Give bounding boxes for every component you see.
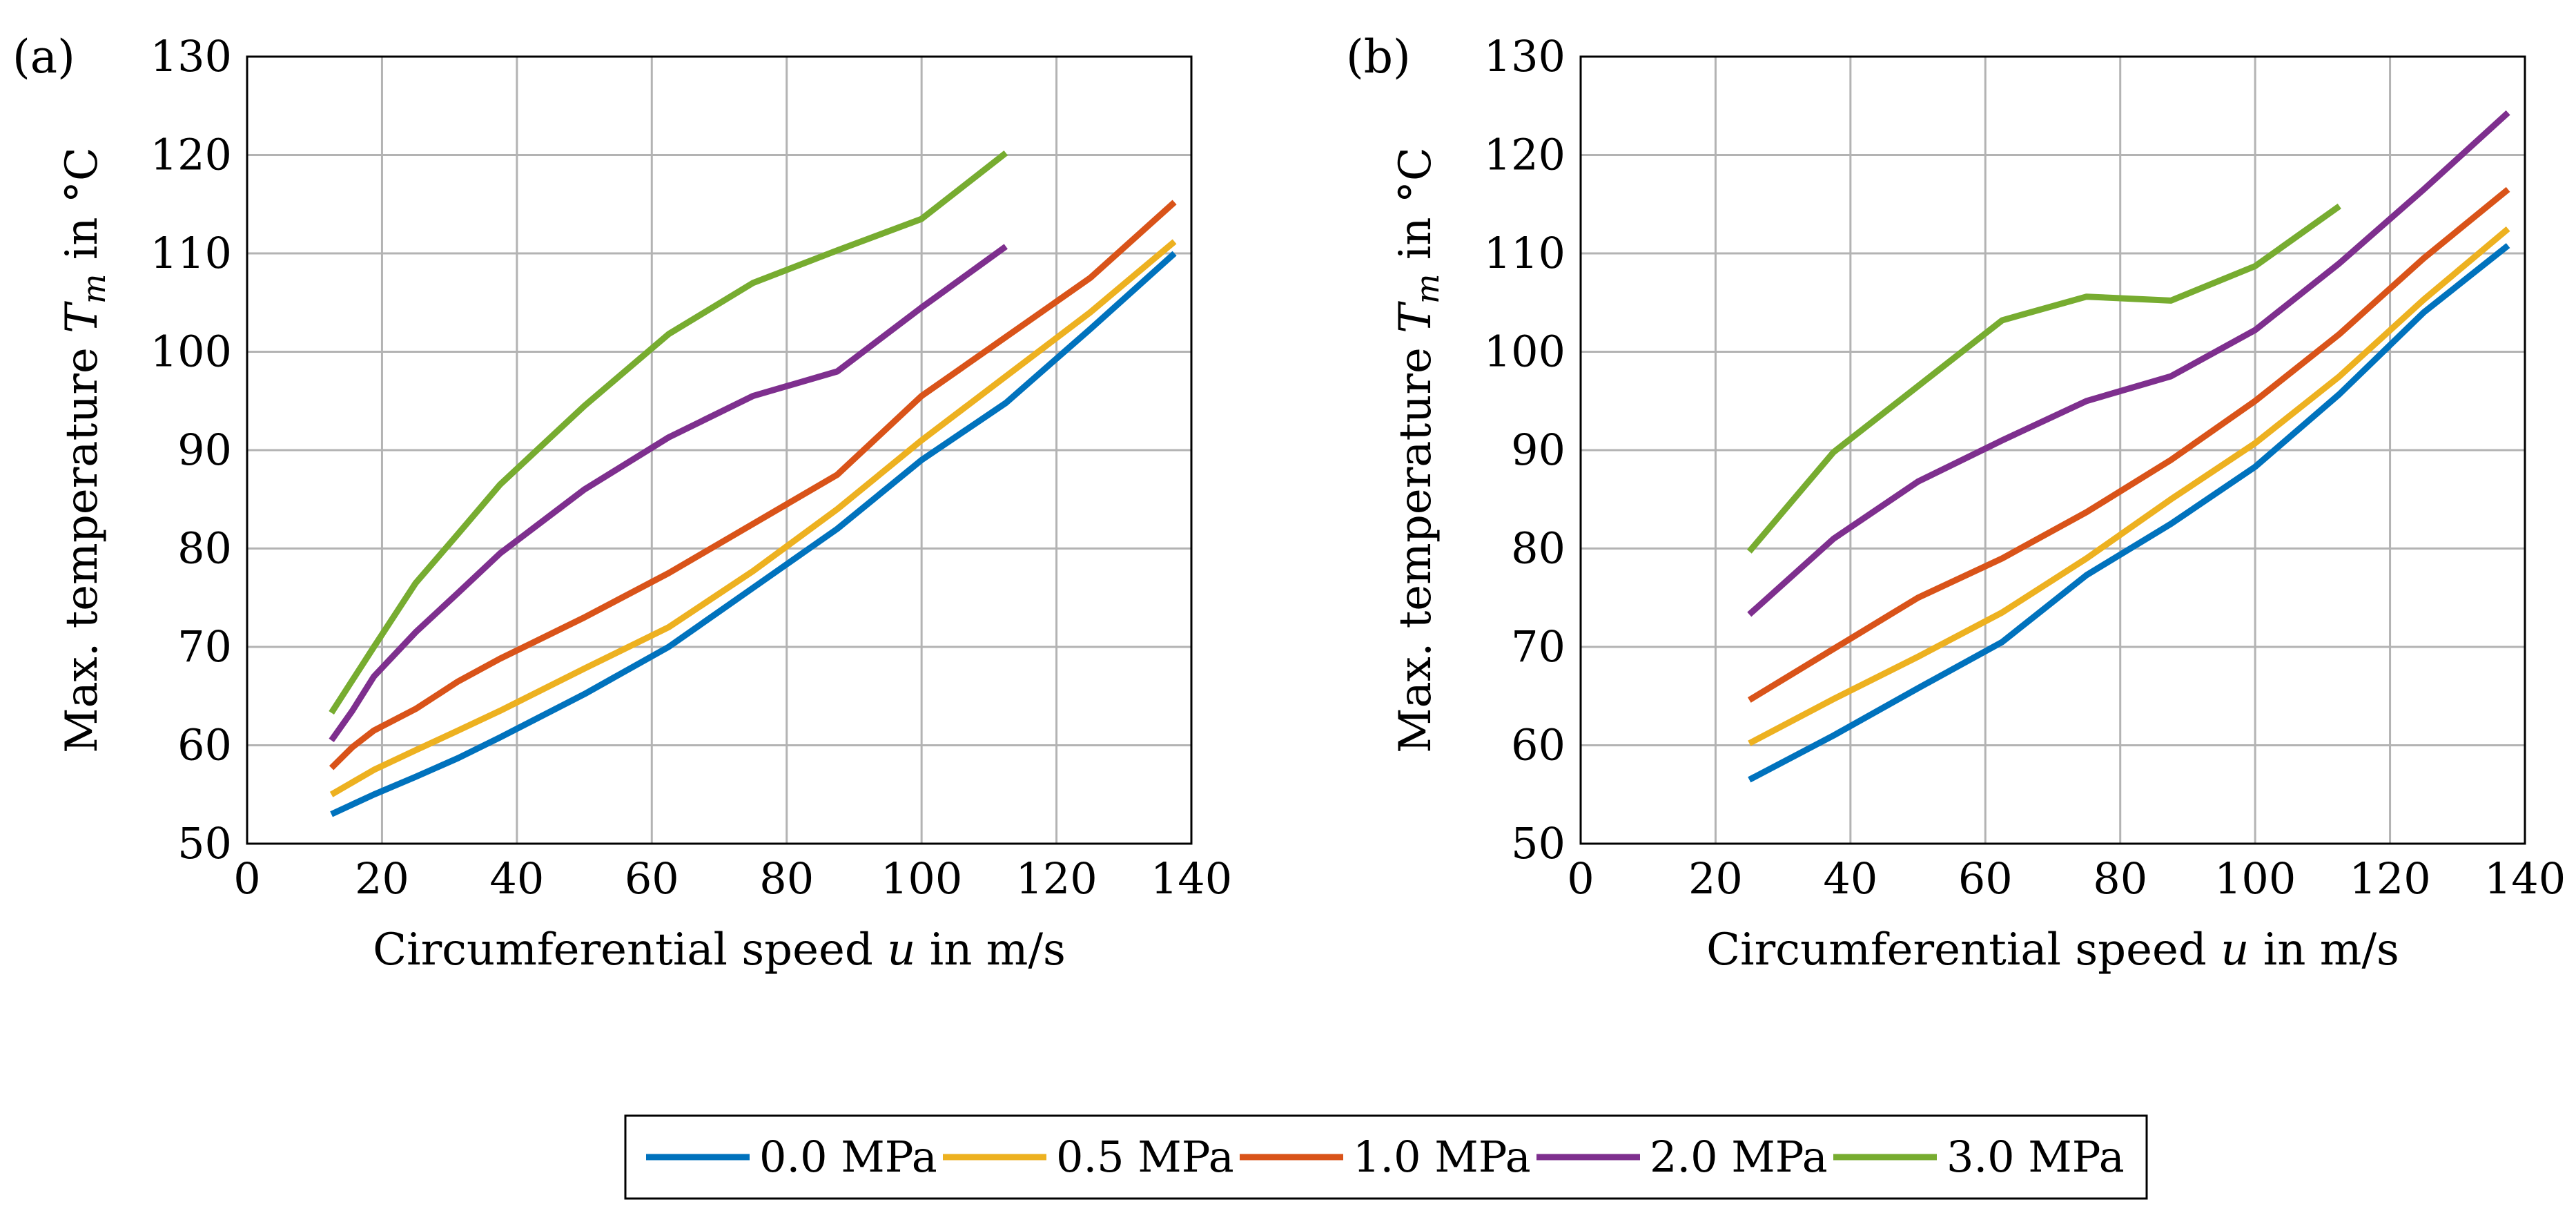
legend-label-3: 2.0 MPa bbox=[1650, 1132, 1828, 1182]
panel-b-y-axis-title-part1: Max. temperature bbox=[1390, 333, 1441, 753]
panel-b-y-axis-title: Max. temperature Tm in °C bbox=[1390, 147, 1446, 753]
panel-b-y-tick-label-0: 50 bbox=[1511, 818, 1565, 869]
panel-b-y-tick-label-4: 90 bbox=[1511, 425, 1565, 475]
panel-a-y-tick-label-0: 50 bbox=[177, 818, 232, 869]
panel-a-x-tick-label-5: 100 bbox=[881, 853, 962, 904]
chart-panel-a: (a) 0 20 40 60 80 100 120 140 50 60 70 80 90 100 110 12… bbox=[12, 30, 1232, 976]
panel-b-grid bbox=[1581, 57, 2525, 844]
panel-b-y-tick-label-3: 80 bbox=[1511, 523, 1565, 574]
panel-a-x-axis-title-part2: in m/s bbox=[915, 924, 1065, 976]
panel-a-y-axis-title: Max. temperature Tm in °C bbox=[57, 147, 113, 753]
panel-a-x-tick-label-7: 140 bbox=[1151, 853, 1232, 904]
panel-a-y-tick-label-7: 120 bbox=[150, 130, 232, 180]
panel-b-series-3-line bbox=[1747, 110, 2510, 617]
panel-a-x-tick-label-0: 0 bbox=[233, 853, 260, 904]
panel-b-y-axis-title-m: m bbox=[1409, 273, 1446, 304]
panel-a-y-axis-title-part1: Max. temperature bbox=[57, 333, 108, 753]
panel-b-series-0-line bbox=[1748, 243, 2510, 783]
panel-a-series-0-line bbox=[330, 251, 1177, 817]
panel-a-x-axis-title: Circumferential speed u in m/s bbox=[373, 924, 1066, 976]
panel-a-x-tick-label-3: 60 bbox=[625, 853, 679, 904]
panel-b-x-tick-label-7: 140 bbox=[2484, 853, 2566, 904]
legend-label-2: 1.0 MPa bbox=[1353, 1132, 1531, 1182]
panel-b-x-tick-label-3: 60 bbox=[1958, 853, 2013, 904]
panel-b-series-4-line bbox=[1746, 203, 2341, 554]
panel-b-x-tick-label-0: 0 bbox=[1567, 853, 1594, 904]
chart-panel-b: (b) 0 20 40 60 80 100 120 140 50 60 70 80 90 100 110 12… bbox=[1346, 30, 2566, 976]
panel-b-x-axis-title-u: u bbox=[2221, 924, 2249, 976]
panel-b-y-tick-label-6: 110 bbox=[1484, 228, 1565, 278]
panel-b-y-tick-label-1: 60 bbox=[1511, 720, 1565, 770]
panel-a-series-4-line bbox=[329, 151, 1008, 715]
panel-a-x-tick-label-2: 40 bbox=[489, 853, 544, 904]
panel-a-grid bbox=[247, 57, 1191, 844]
panel-a-y-tick-label-4: 90 bbox=[177, 425, 232, 475]
panel-b-x-axis-title-part2: in m/s bbox=[2249, 924, 2399, 976]
panel-b-x-tick-label-5: 100 bbox=[2214, 853, 2296, 904]
panel-a-y-tick-label-3: 80 bbox=[177, 523, 232, 574]
legend-label-4: 3.0 MPa bbox=[1946, 1132, 2125, 1182]
panel-b-x-axis-title: Circumferential speed u in m/s bbox=[1706, 924, 2399, 976]
panel-a-x-axis-title-u: u bbox=[887, 924, 915, 976]
panel-a-y-tick-label-5: 100 bbox=[150, 327, 232, 377]
panel-a-x-tick-label-4: 80 bbox=[759, 853, 814, 904]
legend-label-0: 0.0 MPa bbox=[759, 1132, 937, 1182]
legend: 0.0 MPa 0.5 MPa 1.0 MPa 2.0 MPa 3.0 MPa bbox=[624, 1114, 2148, 1200]
panel-a-x-axis-title-part1: Circumferential speed bbox=[373, 924, 887, 976]
panel-b-y-axis-title-part2: in °C bbox=[1390, 147, 1441, 273]
panel-a-series-layer bbox=[329, 151, 1177, 817]
panel-a-y-tick-label-6: 110 bbox=[150, 228, 232, 278]
panel-b-x-tick-label-1: 20 bbox=[1688, 853, 1743, 904]
panel-b-y-tick-label-5: 100 bbox=[1484, 327, 1565, 377]
panel-b-tick-labels: 0 20 40 60 80 100 120 140 50 60 70 80 90 100 110 120 130 bbox=[1484, 31, 2566, 904]
panel-b-plot-frame bbox=[1579, 55, 2526, 845]
panel-a-y-axis-title-part2: in °C bbox=[57, 147, 108, 273]
panel-a-y-axis-title-m: m bbox=[75, 273, 113, 304]
panel-b-x-tick-label-2: 40 bbox=[1823, 853, 1877, 904]
legend-items: 0.0 MPa 0.5 MPa 1.0 MPa 2.0 MPa 3.0 MPa bbox=[646, 1132, 2125, 1182]
panel-a-x-tick-label-1: 20 bbox=[355, 853, 409, 904]
panel-b-y-tick-label-7: 120 bbox=[1484, 130, 1565, 180]
panel-a-series-1-line bbox=[329, 239, 1177, 797]
panel-b-y-tick-label-8: 130 bbox=[1484, 31, 1565, 81]
panel-a-y-tick-label-8: 130 bbox=[150, 31, 232, 81]
legend-label-1: 0.5 MPa bbox=[1056, 1132, 1234, 1182]
panel-a-y-axis-title-T: T bbox=[57, 301, 108, 333]
panel-b-series-1-line bbox=[1748, 226, 2510, 746]
panel-b-x-axis-title-part1: Circumferential speed bbox=[1706, 924, 2221, 976]
panel-a-x-tick-label-6: 120 bbox=[1015, 853, 1097, 904]
panel-a-series-3-line bbox=[329, 244, 1008, 743]
panel-a-label: (a) bbox=[12, 30, 75, 84]
panel-b-y-tick-label-2: 70 bbox=[1511, 621, 1565, 672]
panel-a-y-tick-label-2: 70 bbox=[177, 621, 232, 672]
panel-b-series-2-line bbox=[1747, 186, 2510, 703]
panel-b-x-tick-label-6: 120 bbox=[2349, 853, 2430, 904]
panel-a-y-tick-label-1: 60 bbox=[177, 720, 232, 770]
panel-b-y-axis-title-T: T bbox=[1390, 301, 1441, 333]
panel-b-series-layer bbox=[1746, 110, 2510, 783]
panel-b-label: (b) bbox=[1346, 30, 1411, 84]
panel-b-x-tick-label-4: 80 bbox=[2093, 853, 2147, 904]
panel-a-plot-frame bbox=[246, 55, 1193, 845]
panel-a-series-2-line bbox=[329, 200, 1177, 770]
panel-a-tick-labels: 0 20 40 60 80 100 120 140 50 60 70 80 90 100 110 120 130 bbox=[150, 31, 1233, 904]
